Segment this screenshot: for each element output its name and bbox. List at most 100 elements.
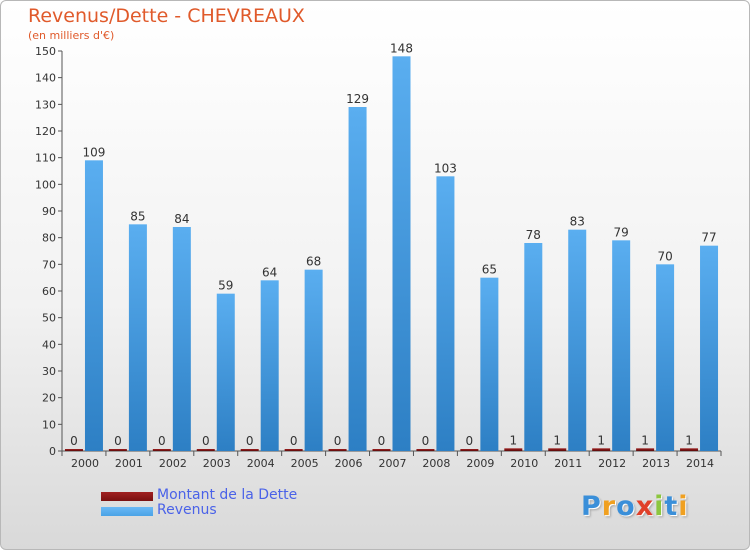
logo-letter: r (601, 491, 617, 522)
legend-swatch-dette (101, 492, 153, 501)
data-label-revenus: 109 (83, 145, 106, 159)
x-tick-label: 2013 (642, 457, 670, 470)
bar-dette (504, 448, 523, 451)
y-tick-label: 140 (35, 72, 56, 85)
data-label-revenus: 68 (306, 255, 321, 269)
data-label-revenus: 148 (390, 41, 413, 55)
bar-revenus (524, 243, 543, 451)
bar-revenus (128, 224, 147, 451)
y-tick-label: 150 (35, 45, 56, 58)
bar-revenus (612, 240, 631, 451)
data-label-dette: 0 (378, 434, 386, 448)
bar-dette (416, 449, 435, 451)
bar-dette (460, 449, 479, 451)
data-label-revenus: 129 (346, 92, 369, 106)
y-tick-label: 70 (42, 258, 56, 271)
data-label-dette: 1 (597, 433, 605, 447)
data-label-dette: 1 (509, 433, 517, 447)
x-tick-label: 2004 (247, 457, 275, 470)
proxiti-logo: Proxiti (581, 491, 689, 522)
x-tick-label: 2003 (203, 457, 231, 470)
chart-title: Revenus/Dette - CHEVREAUX (28, 5, 305, 27)
legend-swatch-revenus (101, 507, 153, 516)
bar-revenus (656, 264, 675, 451)
bar-revenus (348, 107, 367, 451)
y-tick-label: 90 (42, 205, 56, 218)
data-label-revenus: 83 (570, 215, 585, 229)
bar-revenus (304, 269, 323, 451)
data-label-dette: 1 (553, 433, 561, 447)
bar-revenus (216, 293, 235, 451)
y-tick-label: 10 (42, 418, 56, 431)
y-tick-label: 40 (42, 338, 56, 351)
bar-dette (636, 448, 655, 451)
data-label-dette: 0 (114, 434, 122, 448)
data-label-revenus: 70 (657, 249, 672, 263)
x-tick-label: 2012 (598, 457, 626, 470)
data-label-revenus: 64 (262, 265, 277, 279)
x-tick-label: 2014 (686, 457, 714, 470)
y-tick-label: 20 (42, 392, 56, 405)
bar-dette (64, 449, 83, 451)
data-label-revenus: 103 (434, 161, 457, 175)
bar-revenus (480, 277, 499, 451)
chart-subtitle: (en milliers d'€) (28, 29, 115, 42)
data-label-dette: 0 (202, 434, 210, 448)
bar-revenus (260, 280, 279, 451)
data-label-revenus: 59 (218, 279, 233, 293)
data-label-dette: 0 (70, 434, 78, 448)
logo-letter: i (654, 491, 665, 522)
data-label-dette: 0 (334, 434, 342, 448)
data-label-dette: 0 (290, 434, 298, 448)
data-label-revenus: 85 (130, 209, 145, 223)
logo-letter: P (581, 491, 602, 522)
y-tick-label: 80 (42, 232, 56, 245)
y-tick-label: 50 (42, 312, 56, 325)
y-tick-label: 30 (42, 365, 56, 378)
data-label-revenus: 77 (701, 231, 716, 245)
data-label-dette: 1 (685, 433, 693, 447)
x-tick-label: 2010 (510, 457, 538, 470)
y-tick-label: 100 (35, 178, 56, 191)
logo-letter: t (664, 491, 679, 522)
data-label-revenus: 78 (526, 228, 541, 242)
data-label-revenus: 65 (482, 263, 497, 277)
x-tick-label: 2009 (466, 457, 494, 470)
data-label-dette: 0 (158, 434, 166, 448)
bar-dette (284, 449, 303, 451)
x-tick-label: 2011 (554, 457, 582, 470)
data-label-dette: 0 (246, 434, 254, 448)
y-tick-label: 0 (49, 445, 56, 458)
legend-label-revenus: Revenus (157, 502, 217, 518)
x-tick-label: 2005 (291, 457, 319, 470)
logo-letter: x (635, 491, 655, 522)
bar-dette (196, 449, 215, 451)
x-tick-label: 2008 (422, 457, 450, 470)
x-tick-label: 2002 (159, 457, 187, 470)
bar-dette (372, 449, 391, 451)
y-tick-label: 120 (35, 125, 56, 138)
x-tick-label: 2006 (335, 457, 363, 470)
legend-label-dette: Montant de la Dette (157, 487, 298, 503)
bar-dette (548, 448, 567, 451)
data-label-dette: 0 (466, 434, 474, 448)
data-label-dette: 0 (422, 434, 430, 448)
y-tick-label: 130 (35, 98, 56, 111)
data-label-revenus: 84 (174, 212, 189, 226)
bar-dette (680, 448, 699, 451)
data-label-revenus: 79 (614, 225, 629, 239)
data-label-dette: 1 (641, 433, 649, 447)
bar-revenus (392, 56, 411, 451)
y-tick-label: 60 (42, 285, 56, 298)
bar-revenus (172, 227, 191, 451)
logo-letter: i (678, 491, 689, 522)
y-tick-label: 110 (35, 152, 56, 165)
x-tick-label: 2000 (71, 457, 99, 470)
bar-dette (328, 449, 347, 451)
bar-dette (240, 449, 259, 451)
bar-revenus (568, 229, 587, 451)
bar-revenus (436, 176, 455, 452)
logo-letter: o (616, 491, 636, 522)
